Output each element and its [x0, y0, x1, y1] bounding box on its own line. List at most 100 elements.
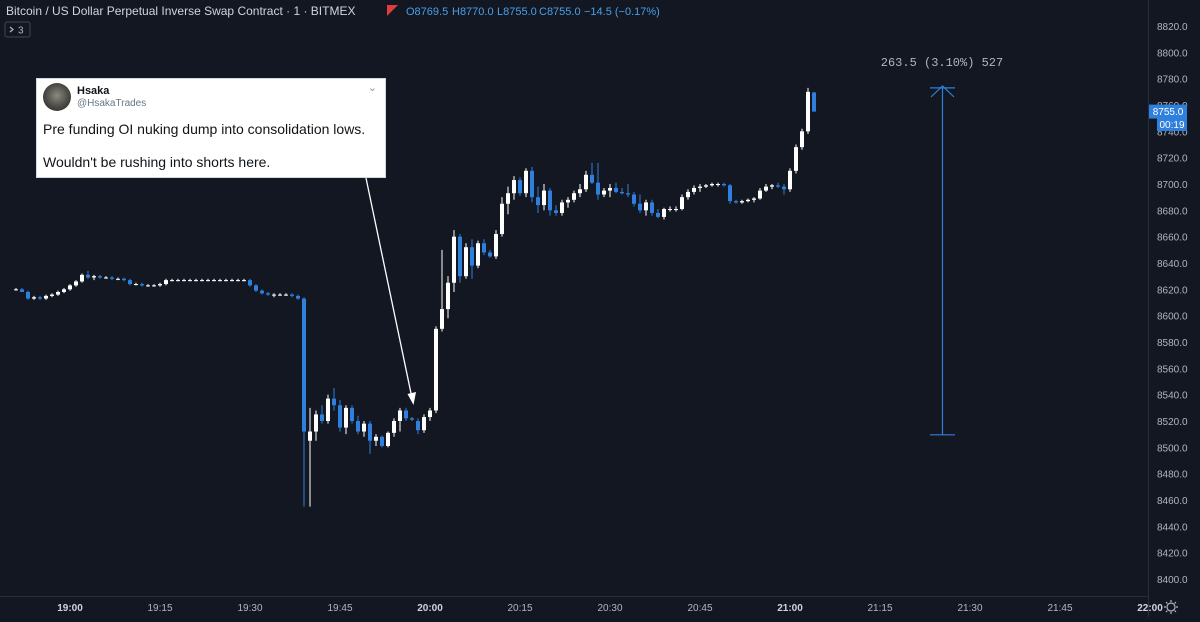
candle — [62, 288, 66, 294]
candle — [26, 290, 30, 300]
candle — [374, 434, 378, 447]
candle-body — [764, 186, 768, 191]
candle-body — [272, 294, 276, 296]
candle-body — [236, 280, 240, 282]
candle — [746, 198, 750, 203]
candle — [368, 421, 372, 454]
candle-body — [122, 278, 126, 281]
time-tick-label: 19:45 — [327, 603, 352, 614]
candle-body — [428, 410, 432, 418]
candle-body — [518, 180, 522, 194]
candle — [332, 388, 336, 411]
price-tick-label: 8820.0 — [1157, 22, 1188, 33]
candle — [380, 435, 384, 448]
tweet-author-handle[interactable]: @HsakaTrades — [77, 98, 147, 109]
candle — [350, 405, 354, 424]
time-tick-label: 21:30 — [957, 603, 982, 614]
tweet-author-name[interactable]: Hsaka — [77, 85, 110, 97]
candle — [548, 187, 552, 216]
candle-body — [620, 191, 624, 194]
time-axis[interactable]: 19:00 19:15 19:30 19:45 20:00 20:15 20:30 20:45… — [57, 603, 1163, 614]
price-tick-label: 8780.0 — [1157, 75, 1188, 86]
candle — [728, 184, 732, 204]
candle-body — [158, 284, 162, 286]
chevron-down-icon[interactable]: ⌄ — [367, 82, 377, 94]
candle-body — [146, 285, 150, 287]
candle — [620, 187, 624, 195]
candle — [290, 293, 294, 298]
candle-body — [728, 185, 732, 202]
ohlc-low: L8755.0 — [497, 6, 537, 18]
candle — [80, 273, 84, 283]
candle — [782, 184, 786, 195]
candle-body — [128, 280, 132, 285]
candle — [164, 278, 168, 286]
candle — [710, 182, 714, 187]
candle-body — [242, 280, 246, 282]
candle — [326, 394, 330, 424]
candle — [206, 278, 210, 282]
candle-body — [686, 191, 690, 198]
candle — [410, 417, 414, 421]
candle-body — [320, 414, 324, 421]
candle — [524, 168, 528, 198]
embedded-tweet-card[interactable]: Hsaka @HsakaTrades ⌄ Pre funding OI nuki… — [36, 78, 386, 178]
candle-body — [740, 201, 744, 203]
measure-arrow-head — [930, 85, 955, 98]
candle — [212, 278, 216, 282]
candle-body — [92, 276, 96, 278]
candle — [92, 274, 96, 281]
candle-body — [248, 280, 252, 286]
candle-body — [656, 212, 660, 217]
candle — [800, 128, 804, 150]
candle-body — [254, 285, 258, 291]
candle-body — [470, 247, 474, 266]
candle-body — [392, 421, 396, 433]
candle — [566, 197, 570, 208]
indicator-toggle-button[interactable]: 3 — [4, 21, 31, 38]
candle — [158, 282, 162, 287]
candle — [536, 186, 540, 213]
candle — [116, 277, 120, 281]
candle-body — [500, 203, 504, 235]
candles-layer — [14, 87, 816, 507]
symbol-title[interactable]: Bitcoin / US Dollar Perpetual Inverse Sw… — [6, 4, 355, 18]
annotation-arrow-line — [365, 177, 413, 399]
price-tick-label: 8660.0 — [1157, 233, 1188, 244]
candle-body — [98, 276, 102, 278]
candle-body — [770, 185, 774, 187]
candle-body — [104, 277, 108, 279]
candle-body — [302, 298, 306, 432]
gear-icon[interactable] — [1164, 600, 1178, 614]
price-axis[interactable]: 8820.08800.08780.08760.08740.08720.08700… — [1157, 22, 1188, 586]
candle-body — [542, 190, 546, 206]
candle-body — [326, 398, 330, 421]
candle-body — [596, 182, 600, 195]
candle-body — [566, 199, 570, 203]
candle — [152, 284, 156, 287]
price-range-measure[interactable]: 263.5 (3.10%) 527 — [881, 56, 1003, 436]
candle-body — [290, 294, 294, 296]
avatar[interactable] — [43, 83, 71, 111]
candle — [314, 410, 318, 441]
candle-body — [794, 147, 798, 171]
candle — [512, 176, 516, 200]
candle-body — [626, 193, 630, 195]
time-tick-label: 20:30 — [597, 603, 622, 614]
candle-body — [668, 209, 672, 211]
candle-body — [206, 280, 210, 282]
candle — [302, 297, 306, 507]
candle — [734, 199, 738, 204]
candle — [632, 191, 636, 207]
indicator-toggle-count: 3 — [18, 26, 24, 37]
candle — [812, 91, 816, 112]
candle-body — [440, 309, 444, 329]
price-tick-label: 8600.0 — [1157, 312, 1188, 323]
candle-body — [680, 197, 684, 210]
candle — [692, 185, 696, 195]
candle — [176, 278, 180, 282]
candle — [740, 199, 744, 204]
candle-body — [68, 285, 72, 290]
candle-body — [614, 187, 618, 192]
